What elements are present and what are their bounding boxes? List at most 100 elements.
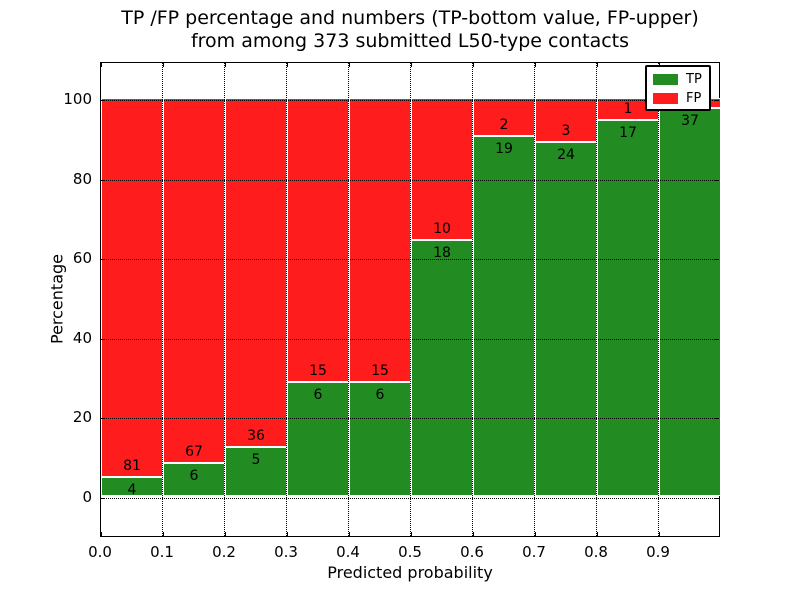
legend-item: TP — [653, 70, 709, 89]
x-tick-label: 0.8 — [584, 543, 608, 561]
bar-segment-tp — [349, 382, 411, 496]
axis-tick — [163, 532, 164, 536]
bar-value-label-tp: 6 — [313, 387, 323, 404]
vertical-gridline — [472, 63, 473, 536]
x-tick-label: 0.5 — [398, 543, 422, 561]
vertical-gridline — [348, 63, 349, 536]
axis-tick — [225, 532, 226, 536]
bar-segment-fp — [287, 98, 349, 383]
x-tick-label: 0.7 — [522, 543, 546, 561]
vertical-gridline — [286, 63, 287, 536]
y-tick-label: 40 — [72, 328, 92, 347]
horizontal-gridline — [101, 100, 719, 101]
axis-tick — [535, 532, 536, 536]
bar-value-label-tp: 6 — [375, 387, 385, 404]
fp-swatch-icon — [653, 93, 678, 104]
axis-tick — [287, 63, 288, 67]
axis-tick — [101, 338, 105, 340]
bar-value-label-tp: 17 — [619, 125, 637, 142]
axis-tick — [473, 63, 474, 67]
bar-segment-tp — [473, 135, 535, 496]
bar-segment-tp — [287, 382, 349, 496]
y-tick-label: 100 — [63, 90, 92, 108]
bar-value-label-tp: 5 — [251, 452, 261, 469]
bar-segment-fp — [101, 98, 163, 478]
bar-value-label-fp: 3 — [561, 123, 571, 140]
chart-title: TP /FP percentage and numbers (TP-bottom… — [100, 7, 720, 53]
axis-tick — [715, 418, 719, 420]
tp-swatch-icon — [653, 74, 678, 85]
x-tick-label: 0.2 — [212, 543, 236, 561]
chart-title-line1: TP /FP percentage and numbers (TP-bottom… — [121, 7, 699, 29]
bar-segment-fp — [411, 98, 473, 241]
bar-segment-tp — [411, 240, 473, 496]
vertical-gridline — [658, 63, 659, 536]
bar-value-label-fp: 81 — [123, 458, 141, 475]
axis-tick — [715, 179, 719, 181]
axis-tick — [101, 179, 105, 181]
axis-tick — [659, 532, 660, 536]
bar-value-label-fp: 36 — [247, 428, 265, 445]
bar-value-label-fp: 10 — [433, 221, 451, 238]
axis-tick — [715, 338, 719, 340]
bar-segment-tp — [597, 120, 659, 496]
axis-tick — [715, 100, 719, 101]
bar-value-label-tp: 6 — [189, 468, 199, 485]
horizontal-gridline — [101, 338, 719, 340]
vertical-gridline — [534, 63, 535, 536]
plot-area: 8146763651561561018219324117137 — [100, 62, 721, 537]
bar-segment-fp — [163, 98, 225, 464]
bar-segment-tp — [225, 447, 287, 496]
horizontal-gridline — [101, 179, 719, 181]
axis-tick — [535, 63, 536, 67]
bar-value-label-fp: 67 — [185, 444, 203, 461]
axis-tick — [715, 259, 719, 261]
x-tick-label: 0.4 — [336, 543, 360, 561]
bar-segment-fp — [225, 98, 287, 448]
axis-tick — [349, 63, 350, 67]
legend-item-label: FP — [686, 91, 702, 106]
horizontal-gridline — [101, 418, 719, 420]
bar-segment-tp — [535, 142, 597, 496]
vertical-gridline — [162, 63, 163, 536]
x-tick-label: 0.6 — [460, 543, 484, 561]
bar-value-label-fp: 15 — [371, 363, 389, 380]
vertical-gridline — [410, 63, 411, 536]
axis-tick — [411, 63, 412, 67]
x-tick-label: 0.1 — [150, 543, 174, 561]
y-tick-label: 80 — [72, 169, 92, 188]
bar-value-label-fp: 15 — [309, 363, 327, 380]
axis-tick — [101, 63, 102, 67]
x-tick-label: 0.9 — [646, 543, 670, 561]
bar-segment-fp — [349, 98, 411, 383]
bar-value-label-fp: 1 — [623, 101, 633, 118]
vertical-gridline — [596, 63, 597, 536]
axis-tick — [715, 498, 719, 499]
bar-value-label-tp: 19 — [495, 140, 513, 157]
bar-segment-tp — [659, 108, 721, 496]
x-tick-label: 0.3 — [274, 543, 298, 561]
axis-tick — [101, 259, 105, 261]
axis-tick — [225, 63, 226, 67]
vertical-gridline — [224, 63, 225, 536]
bar-segment-fp — [535, 98, 597, 143]
y-tick-label: 60 — [72, 249, 92, 268]
axis-tick — [597, 532, 598, 536]
x-axis-label: Predicted probability — [327, 563, 493, 582]
bar-segment-fp — [473, 98, 535, 136]
axis-tick — [597, 63, 598, 67]
axis-tick — [287, 532, 288, 536]
axis-tick — [101, 100, 105, 101]
axis-tick — [101, 418, 105, 420]
axis-tick — [101, 532, 102, 536]
legend-item: FP — [653, 89, 709, 108]
y-tick-label: 0 — [82, 488, 92, 506]
horizontal-gridline — [101, 259, 719, 261]
bar-segment-tp — [163, 463, 225, 496]
legend-item-label: TP — [686, 72, 702, 87]
x-tick-label: 0.0 — [88, 543, 112, 561]
bar-value-label-tp: 24 — [557, 147, 575, 164]
bar-value-label-tp: 4 — [127, 482, 137, 499]
chart-title-line2: from among 373 submitted L50-type contac… — [190, 30, 630, 52]
